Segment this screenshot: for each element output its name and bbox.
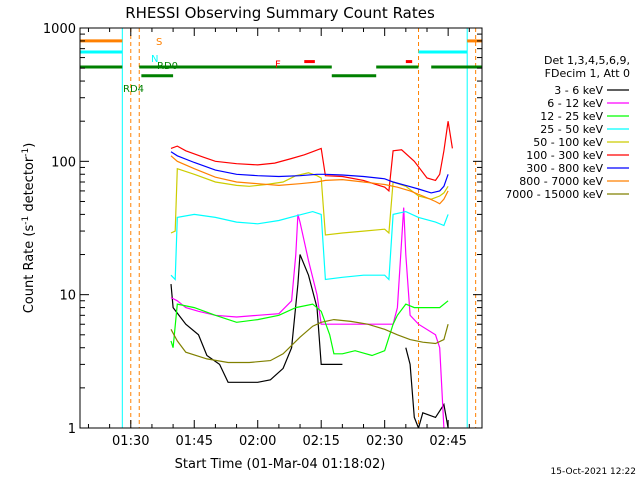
series-line-0-0 [170, 254, 343, 383]
mode-label-rd4: RD4 [123, 84, 144, 95]
axes: 01:30 01:45 02:00 02:15 02:30 02:45 1 10 100 1000 [43, 22, 482, 449]
x-tick-label-0: 01:30 [112, 434, 149, 449]
legend-label-4: 50 - 100 keV [533, 136, 603, 149]
mode-label-n: N [151, 54, 158, 65]
y-tick-label-2: 100 [51, 155, 76, 170]
series-line-5-0 [170, 121, 453, 193]
mode-label-s: S [156, 37, 162, 48]
x-tick-label-1: 01:45 [176, 434, 213, 449]
legend-header-1: FDecim 1, Att 0 [545, 67, 630, 80]
legend-label-6: 300 - 800 keV [526, 162, 603, 175]
series-line-7-0 [170, 155, 449, 205]
legend-label-0: 3 - 6 keV [554, 84, 603, 97]
chart-title: RHESSI Observing Summary Count Rates [125, 4, 435, 22]
plot-frame [79, 27, 483, 429]
series-line-1-0 [170, 207, 445, 428]
mode-label-f: F [275, 60, 281, 71]
y-axis-label: Count Rate (s-1 detector-1) [21, 143, 37, 314]
plot-area: SN F RD0 RD4 [80, 28, 482, 428]
legend-label-3: 25 - 50 keV [540, 123, 603, 136]
series-line-6-0 [170, 151, 449, 194]
x-axis-label: Start Time (01-Mar-04 01:18:02) [175, 457, 386, 472]
legend-label-7: 800 - 7000 keV [519, 175, 603, 188]
y-tick-label-0: 1 [68, 422, 76, 437]
series-line-4-0 [170, 167, 449, 236]
legend-label-1: 6 - 12 keV [547, 97, 603, 110]
series-line-8-0 [170, 318, 449, 364]
legend-label-2: 12 - 25 keV [540, 110, 603, 123]
timestamp-label: 15-Oct-2021 12:22 [551, 467, 636, 477]
plot-inner [80, 28, 482, 428]
x-tick-label-4: 02:30 [366, 434, 403, 449]
series-line-2-0 [170, 300, 449, 357]
x-tick-label-3: 02:15 [302, 434, 339, 449]
series-line-3-0 [170, 210, 449, 281]
legend-header-0: Det 1,3,4,5,6,9, [544, 54, 630, 67]
legend: Det 1,3,4,5,6,9,FDecim 1, Att 0 3 - 6 keV… [505, 54, 630, 201]
x-tick-label-5: 02:45 [429, 434, 466, 449]
legend-label-8: 7000 - 15000 keV [505, 188, 603, 201]
x-tick-label-2: 02:00 [239, 434, 276, 449]
legend-label-5: 100 - 300 keV [526, 149, 603, 162]
y-tick-label-3: 1000 [43, 22, 76, 37]
y-tick-label-1: 10 [59, 289, 76, 304]
mode-label-rd0: RD0 [157, 61, 178, 72]
